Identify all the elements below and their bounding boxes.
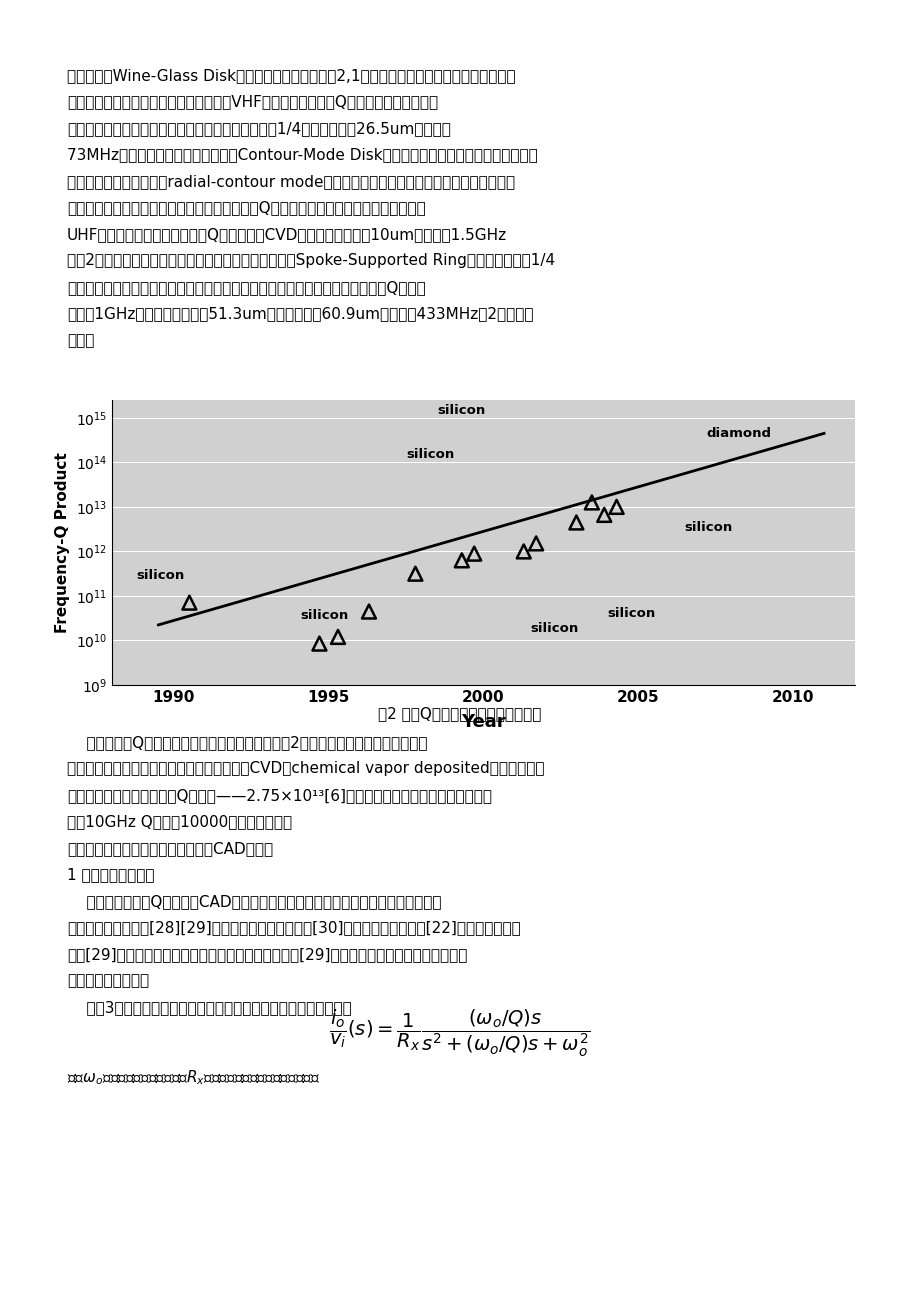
Text: silicon: silicon — [405, 448, 454, 461]
Point — [584, 492, 598, 513]
Text: UHF谐振器中，达到很高的频率Q值乘积。该CVD钓石圆盘的直径为10um，工作在1.5GHz: UHF谐振器中，达到很高的频率Q值乘积。该CVD钓石圆盘的直径为10um，工作在… — [67, 227, 506, 242]
Text: 圆盘谐振器就有最高的频率Q值乘积——2.75×10¹³[6]。按这种趋势发展下去，片上谐振器: 圆盘谐振器就有最高的频率Q值乘积——2.75×10¹³[6]。按这种趋势发展下去… — [67, 788, 492, 803]
Text: 电压控制的可重构性[28][29]，由电压控制的频率可调[30]（随频率增加而缩小[22]），更好的热稳: 电压控制的可重构性[28][29]，由电压控制的频率可调[30]（随频率增加而缩… — [67, 921, 520, 936]
Text: （在2次模振动下）。第五幅图所示为一种轮辐支撑环（Spoke-Supported Ring），它也是采用1/4: （在2次模振动下）。第五幅图所示为一种轮辐支撑环（Spoke-Supported… — [67, 254, 554, 268]
Text: 达到10GHz Q值大于10000是很有可能的。: 达到10GHz Q值大于10000是很有可能的。 — [67, 815, 292, 829]
Text: 除了需要更好的Q值以外，CAD设计频率需要元件的容性转换提供更灵活的结构、由: 除了需要更好的Q值以外，CAD设计频率需要元件的容性转换提供更灵活的结构、由 — [67, 894, 441, 909]
Y-axis label: Frequency-Q Product: Frequency-Q Product — [55, 452, 70, 633]
Text: 上与圆盘最大程度地失配，从而减小损耗，增大Q值。这种设计可以在室温下工作在片上: 上与圆盘最大程度地失配，从而减小损耗，增大Q值。这种设计可以在室温下工作在片上 — [67, 201, 425, 216]
Text: silicon: silicon — [684, 521, 732, 534]
Text: 定性[29]，所使用材料与集成电路相兼容和自开关能力[29]，以上这些需求都是微机械要做成: 定性[29]，所使用材料与集成电路相兼容和自开关能力[29]，以上这些需求都是微… — [67, 947, 467, 962]
Text: 图2 频率Q值乘积随时间的增长而增长: 图2 频率Q值乘积随时间的增长而增长 — [378, 706, 541, 721]
Point — [568, 512, 583, 533]
Text: 如果以频率Q值乘积来衡量谐振器的价值的话，图2说明这种价值是随时间的增长而: 如果以频率Q值乘积来衡量谐振器的价值的话，图2说明这种价值是随时间的增长而 — [67, 736, 427, 750]
Point — [454, 549, 469, 570]
Text: diamond: diamond — [706, 427, 770, 440]
Text: 式）。: 式）。 — [67, 333, 95, 348]
Point — [330, 626, 345, 647]
Text: 周固支。这种结构可以集成到芯片中，在VHF频段内实现最高的Q值。该图所示结构的支: 周固支。这种结构可以集成到芯片中，在VHF频段内实现最高的Q值。该图所示结构的支 — [67, 95, 437, 109]
Text: 波长尺寸来制作轮辐的，这可以使中央锁点处损耗为零，在片上谐振器中最大的Q值出现: 波长尺寸来制作轮辐的，这可以使中央锁点处损耗为零，在片上谐振器中最大的Q值出现 — [67, 280, 425, 296]
Point — [182, 592, 197, 613]
Text: 在大于1GHz时。其内环半径为51.3um，外环半径为60.9um，工作在433MHz（2次轮廓模: 在大于1GHz时。其内环半径为51.3um，外环半径为60.9um，工作在433… — [67, 306, 533, 322]
Text: $\dfrac{i_o}{v_i}(s) = \dfrac{1}{R_x}\dfrac{(\omega_o/Q)s}{s^2 + (\omega_o/Q)s +: $\dfrac{i_o}{v_i}(s) = \dfrac{1}{R_x}\df… — [329, 1008, 590, 1060]
X-axis label: Year: Year — [460, 713, 505, 732]
Text: 其中$\omega_o$表示谐振器的谐振频率、$R_x$表示它的串联动态电阴，可以写为: 其中$\omega_o$表示谐振器的谐振频率、$R_x$表示它的串联动态电阴，可… — [67, 1068, 320, 1087]
Text: silicon: silicon — [137, 569, 185, 582]
Text: silicon: silicon — [607, 607, 655, 620]
Text: 1 电压可以控制性能: 1 电压可以控制性能 — [67, 867, 154, 883]
Text: 三、微机械谐振器能够实现电路化和CAD的条件: 三、微机械谐振器能够实现电路化和CAD的条件 — [67, 841, 273, 855]
Text: 73MHz。第四幅图为轮廓模式圆盘（Contour-Mode Disk），它由中央节点处的小圆柱支撑，圆: 73MHz。第四幅图为轮廓模式圆盘（Contour-Mode Disk），它由中… — [67, 147, 538, 163]
Point — [596, 504, 611, 525]
Point — [312, 633, 326, 654]
Point — [408, 564, 423, 585]
Point — [528, 533, 543, 553]
Text: silicon: silicon — [529, 622, 577, 635]
Point — [361, 602, 376, 622]
Text: 电路所需要达到的。: 电路所需要达到的。 — [67, 974, 149, 988]
Text: 酒瓶圆盘（Wine-Glass Disk）结构，该圆盘振动在（2,1）混合模式。可以圆心固支，也可以圆: 酒瓶圆盘（Wine-Glass Disk）结构，该圆盘振动在（2,1）混合模式。… — [67, 68, 515, 83]
Point — [516, 542, 530, 562]
Text: 擐方式为沿半径的四个梁，它们的长度刚好是振动的1/4周长，半径为26.5um，工作在: 擐方式为沿半径的四个梁，它们的长度刚好是振动的1/4周长，半径为26.5um，工… — [67, 121, 450, 135]
Text: silicon: silicon — [437, 404, 485, 417]
Point — [608, 496, 623, 517]
Text: 盘以沿半径的轮廓模式（radial-contour mode）振动。选择不同材料制作小圆柱，使其在材质: 盘以沿半径的轮廓模式（radial-contour mode）振动。选择不同材料… — [67, 174, 515, 189]
Text: silicon: silicon — [301, 609, 348, 622]
Text: 增长的。值得一提的是，使用化学气象沉积（CVD，chemical vapor deposited）制作的钓石: 增长的。值得一提的是，使用化学气象沉积（CVD，chemical vapor d… — [67, 762, 544, 776]
Point — [466, 543, 481, 564]
Text: 如图3所示，当输出端短路时，输入电压对输出电流的转移函数为: 如图3所示，当输出端短路时，输入电压对输出电流的转移函数为 — [67, 1000, 351, 1016]
